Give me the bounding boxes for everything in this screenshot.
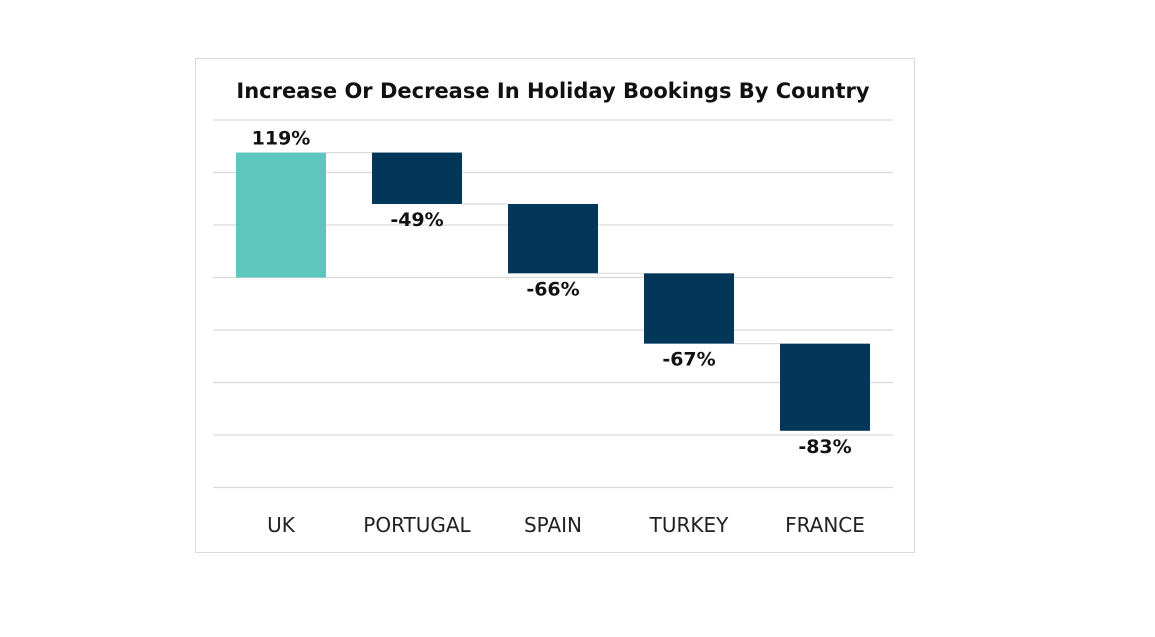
x-axis-labels: UK PORTUGAL SPAIN TURKEY FRANCE	[267, 513, 865, 537]
chart-frame	[195, 58, 915, 553]
data-label: -49%	[390, 209, 443, 231]
x-tick-label: FRANCE	[785, 513, 865, 537]
x-tick-label: SPAIN	[524, 513, 582, 537]
bar-portugal	[372, 152, 462, 204]
connectors	[326, 151, 780, 345]
bar-turkey	[644, 273, 734, 344]
x-tick-label: UK	[267, 513, 296, 537]
data-label: 119%	[252, 128, 311, 150]
data-labels: 119% -49% -66% -67% -83%	[252, 128, 852, 458]
chart-title: Increase Or Decrease In Holiday Bookings…	[236, 79, 869, 103]
bar-spain	[508, 204, 598, 274]
gridlines	[213, 119, 893, 489]
x-tick-label: PORTUGAL	[363, 513, 471, 537]
bars	[236, 152, 870, 431]
data-label: -67%	[662, 349, 715, 371]
bar-france	[780, 343, 870, 431]
data-label: -66%	[526, 278, 579, 300]
bar-uk	[236, 152, 326, 278]
x-tick-label: TURKEY	[649, 513, 730, 537]
data-label: -83%	[798, 436, 851, 458]
